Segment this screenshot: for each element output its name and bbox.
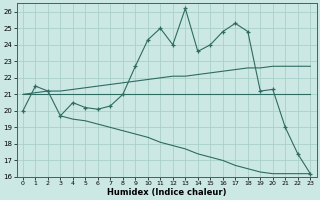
X-axis label: Humidex (Indice chaleur): Humidex (Indice chaleur)	[107, 188, 226, 197]
